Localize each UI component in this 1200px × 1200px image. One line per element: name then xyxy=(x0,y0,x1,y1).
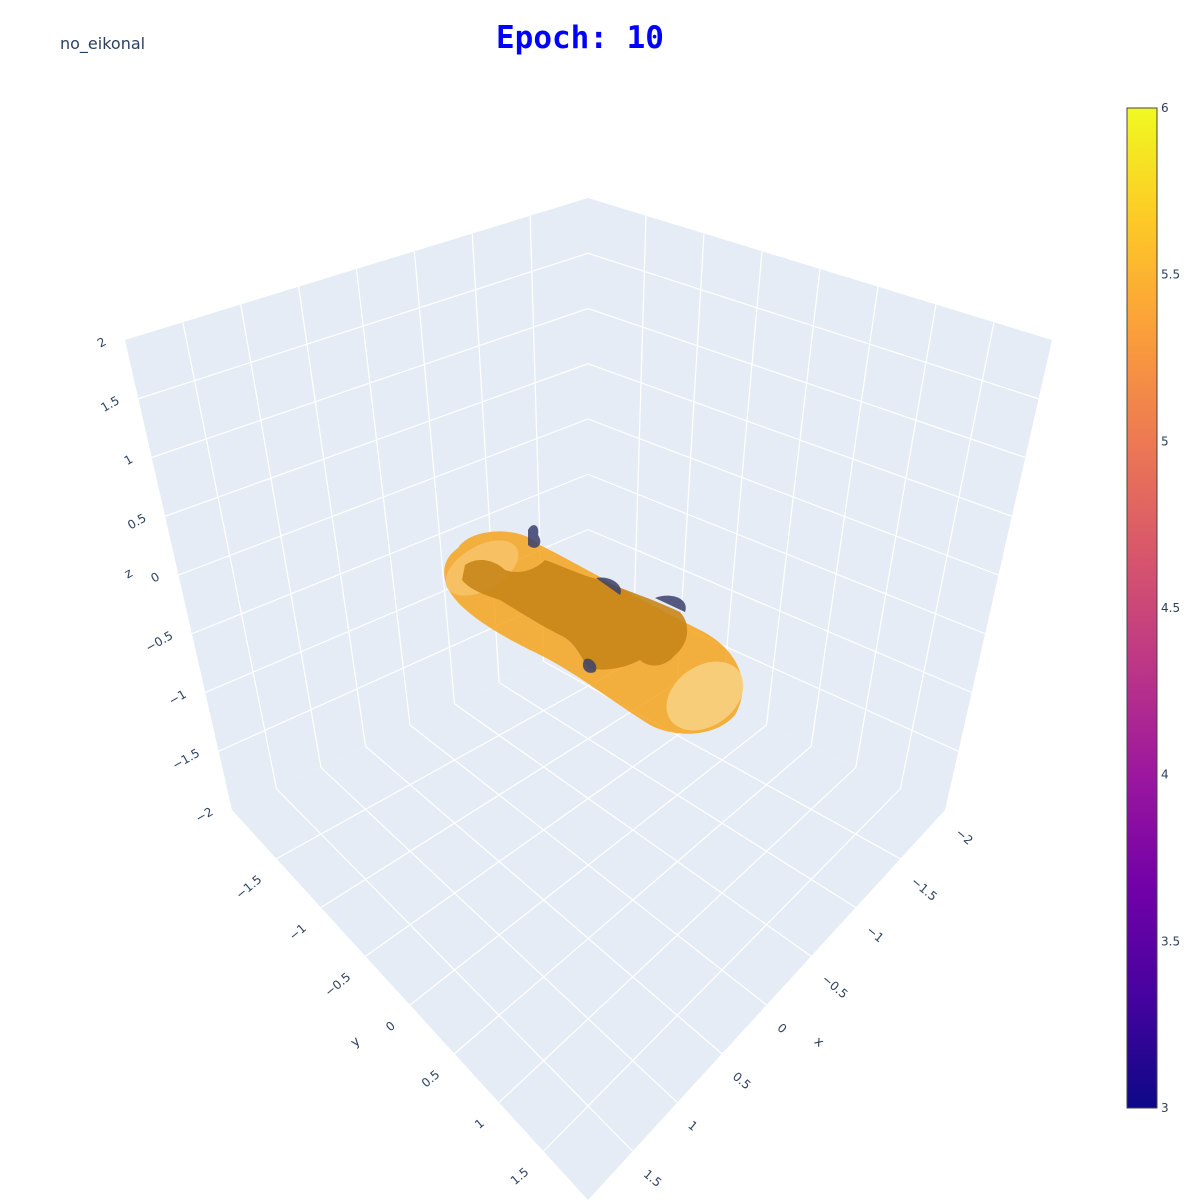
grid-line xyxy=(543,788,901,1152)
grid-line xyxy=(587,418,999,576)
grid-line xyxy=(454,703,812,957)
grid-line xyxy=(587,528,972,694)
x-tick-label: −1.5 xyxy=(908,874,939,903)
x-tick-label: −0.5 xyxy=(819,972,850,1001)
colorbar-tick-label: 3.5 xyxy=(1161,934,1180,948)
x-tick-label: 0 xyxy=(775,1021,790,1037)
chart-title: Epoch: 10 xyxy=(496,20,664,56)
grid-line xyxy=(454,745,812,1055)
y-tick-label: −0.5 xyxy=(322,970,353,999)
z-tick-label: −0.5 xyxy=(143,628,175,655)
floor-pane xyxy=(232,640,945,1200)
grid-line xyxy=(498,681,857,909)
grid-line xyxy=(498,767,857,1103)
grid-line xyxy=(413,251,456,704)
z-tick-label: 1 xyxy=(122,452,136,468)
isosurface-end-cap-right xyxy=(666,661,744,731)
back-left-pane xyxy=(125,198,588,810)
z-tick-label: 0 xyxy=(148,569,162,585)
scene-panes xyxy=(125,198,1052,1200)
grid-line xyxy=(587,473,986,635)
colorbar-tick-label: 5 xyxy=(1161,434,1169,448)
z-tick-label: 2 xyxy=(95,334,109,350)
z-tick-label: 1.5 xyxy=(98,393,122,415)
colorbar-tick-label: 4 xyxy=(1161,768,1169,782)
grid-line xyxy=(178,418,589,576)
colorbar-scale xyxy=(1126,107,1158,1109)
plot-corner-label: no_eikonal xyxy=(60,34,146,53)
y-tick-label: −1 xyxy=(286,921,309,943)
grid-line xyxy=(855,304,937,768)
colorbar-tick-label: 6 xyxy=(1161,101,1169,115)
z-axis-title: z xyxy=(122,566,136,582)
y-tick-label: 1 xyxy=(472,1116,487,1132)
y-tick-label: 0 xyxy=(383,1019,398,1035)
colorbar-tick-label: 4.5 xyxy=(1161,601,1180,615)
inner-shape xyxy=(462,559,688,670)
y-tick-label: 0.5 xyxy=(419,1067,443,1090)
x-tick-label: 0.5 xyxy=(730,1069,754,1092)
grid-line xyxy=(409,724,767,1006)
surface-trace xyxy=(444,525,744,734)
y-tick-label: 1.5 xyxy=(508,1165,532,1188)
grid-line xyxy=(543,660,901,860)
grid-line xyxy=(810,286,879,747)
colorbar-ticks: 3 3.5 4 4.5 5 5.5 6 xyxy=(1161,101,1180,1115)
z-tick-label: −1.5 xyxy=(170,746,202,773)
y-axis-title: y xyxy=(348,1034,364,1051)
colorbar-tick-label: 5.5 xyxy=(1161,268,1180,282)
y-tick-label: −1.5 xyxy=(233,872,264,901)
z-tick-label: −2 xyxy=(193,804,215,825)
colorbar[interactable]: 3 3.5 4 4.5 5 5.5 6 xyxy=(1126,101,1180,1115)
z-tick-label: −1 xyxy=(166,687,188,708)
grid-line xyxy=(899,322,995,789)
grid-line xyxy=(191,473,589,635)
z-tick-label: 0.5 xyxy=(125,511,149,533)
grid-lines xyxy=(138,215,1039,1152)
x-tick-label: 1.5 xyxy=(641,1167,665,1190)
x-tick-label: −2 xyxy=(953,826,976,848)
x-tick-label: 1 xyxy=(685,1118,700,1134)
colorbar-tick-label: 3 xyxy=(1161,1101,1169,1115)
x-tick-label: −1 xyxy=(864,923,887,945)
x-axis-title: x xyxy=(811,1034,827,1051)
